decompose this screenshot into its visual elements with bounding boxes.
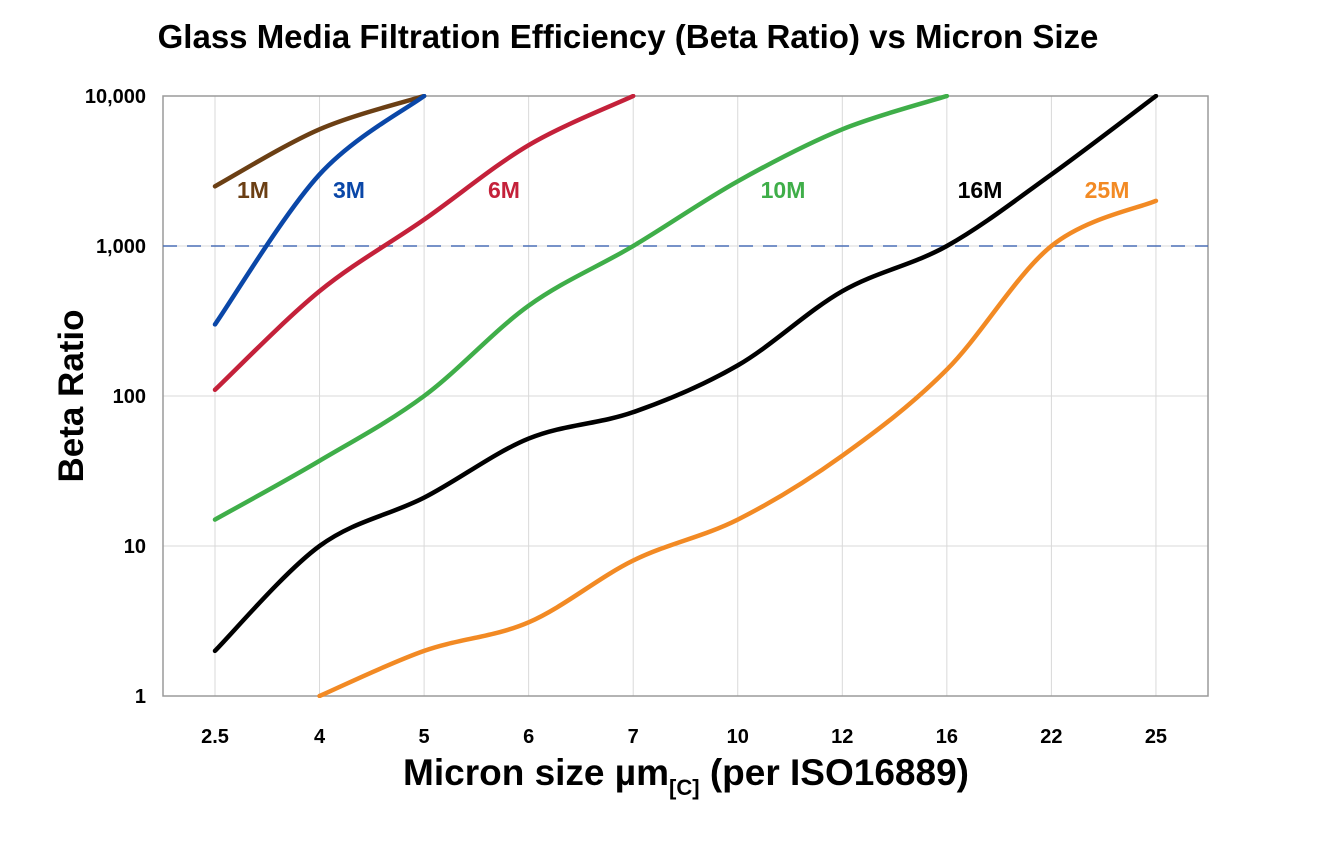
- x-tick-label: 6: [523, 726, 534, 748]
- x-tick-label: 25: [1145, 726, 1167, 748]
- x-tick-label: 12: [831, 726, 853, 748]
- y-tick-label: 10: [124, 536, 146, 558]
- x-tick-label: 5: [419, 726, 430, 748]
- x-axis-label-subscript: [C]: [669, 775, 700, 800]
- y-tick-label: 100: [113, 386, 146, 408]
- series-line-1M: [212, 94, 427, 189]
- series-label-16M: 16M: [958, 177, 1003, 203]
- y-tick-label: 10,000: [85, 86, 146, 108]
- series-label-10M: 10M: [761, 177, 806, 203]
- series-line-10M: [212, 94, 950, 522]
- series-line-3M: [212, 94, 427, 327]
- series-line-16M: [212, 94, 1159, 654]
- series-label-6M: 6M: [488, 177, 520, 203]
- x-tick-label: 22: [1040, 726, 1062, 748]
- series-line-25M: [317, 198, 1159, 698]
- chart-title: Glass Media Filtration Efficiency (Beta …: [157, 18, 1099, 55]
- x-axis-label-tail: (per ISO16889): [699, 752, 969, 793]
- x-tick-label: 2.5: [201, 726, 229, 748]
- x-axis-label-main: Micron size µm: [403, 752, 670, 793]
- plot-frame: [162, 95, 1209, 697]
- x-axis-label: Micron size µm[C] (per ISO16889): [0, 752, 1332, 801]
- y-tick-label: 1: [135, 686, 146, 708]
- series-label-25M: 25M: [1085, 177, 1130, 203]
- series-line-6M: [212, 94, 636, 393]
- x-tick-label: 7: [628, 726, 639, 748]
- y-tick-label: 1,000: [96, 236, 146, 258]
- x-tick-label: 10: [727, 726, 749, 748]
- series-label-1M: 1M: [237, 177, 269, 203]
- x-tick-label: 16: [936, 726, 958, 748]
- x-tick-label: 4: [314, 726, 326, 748]
- series-label-3M: 3M: [333, 177, 365, 203]
